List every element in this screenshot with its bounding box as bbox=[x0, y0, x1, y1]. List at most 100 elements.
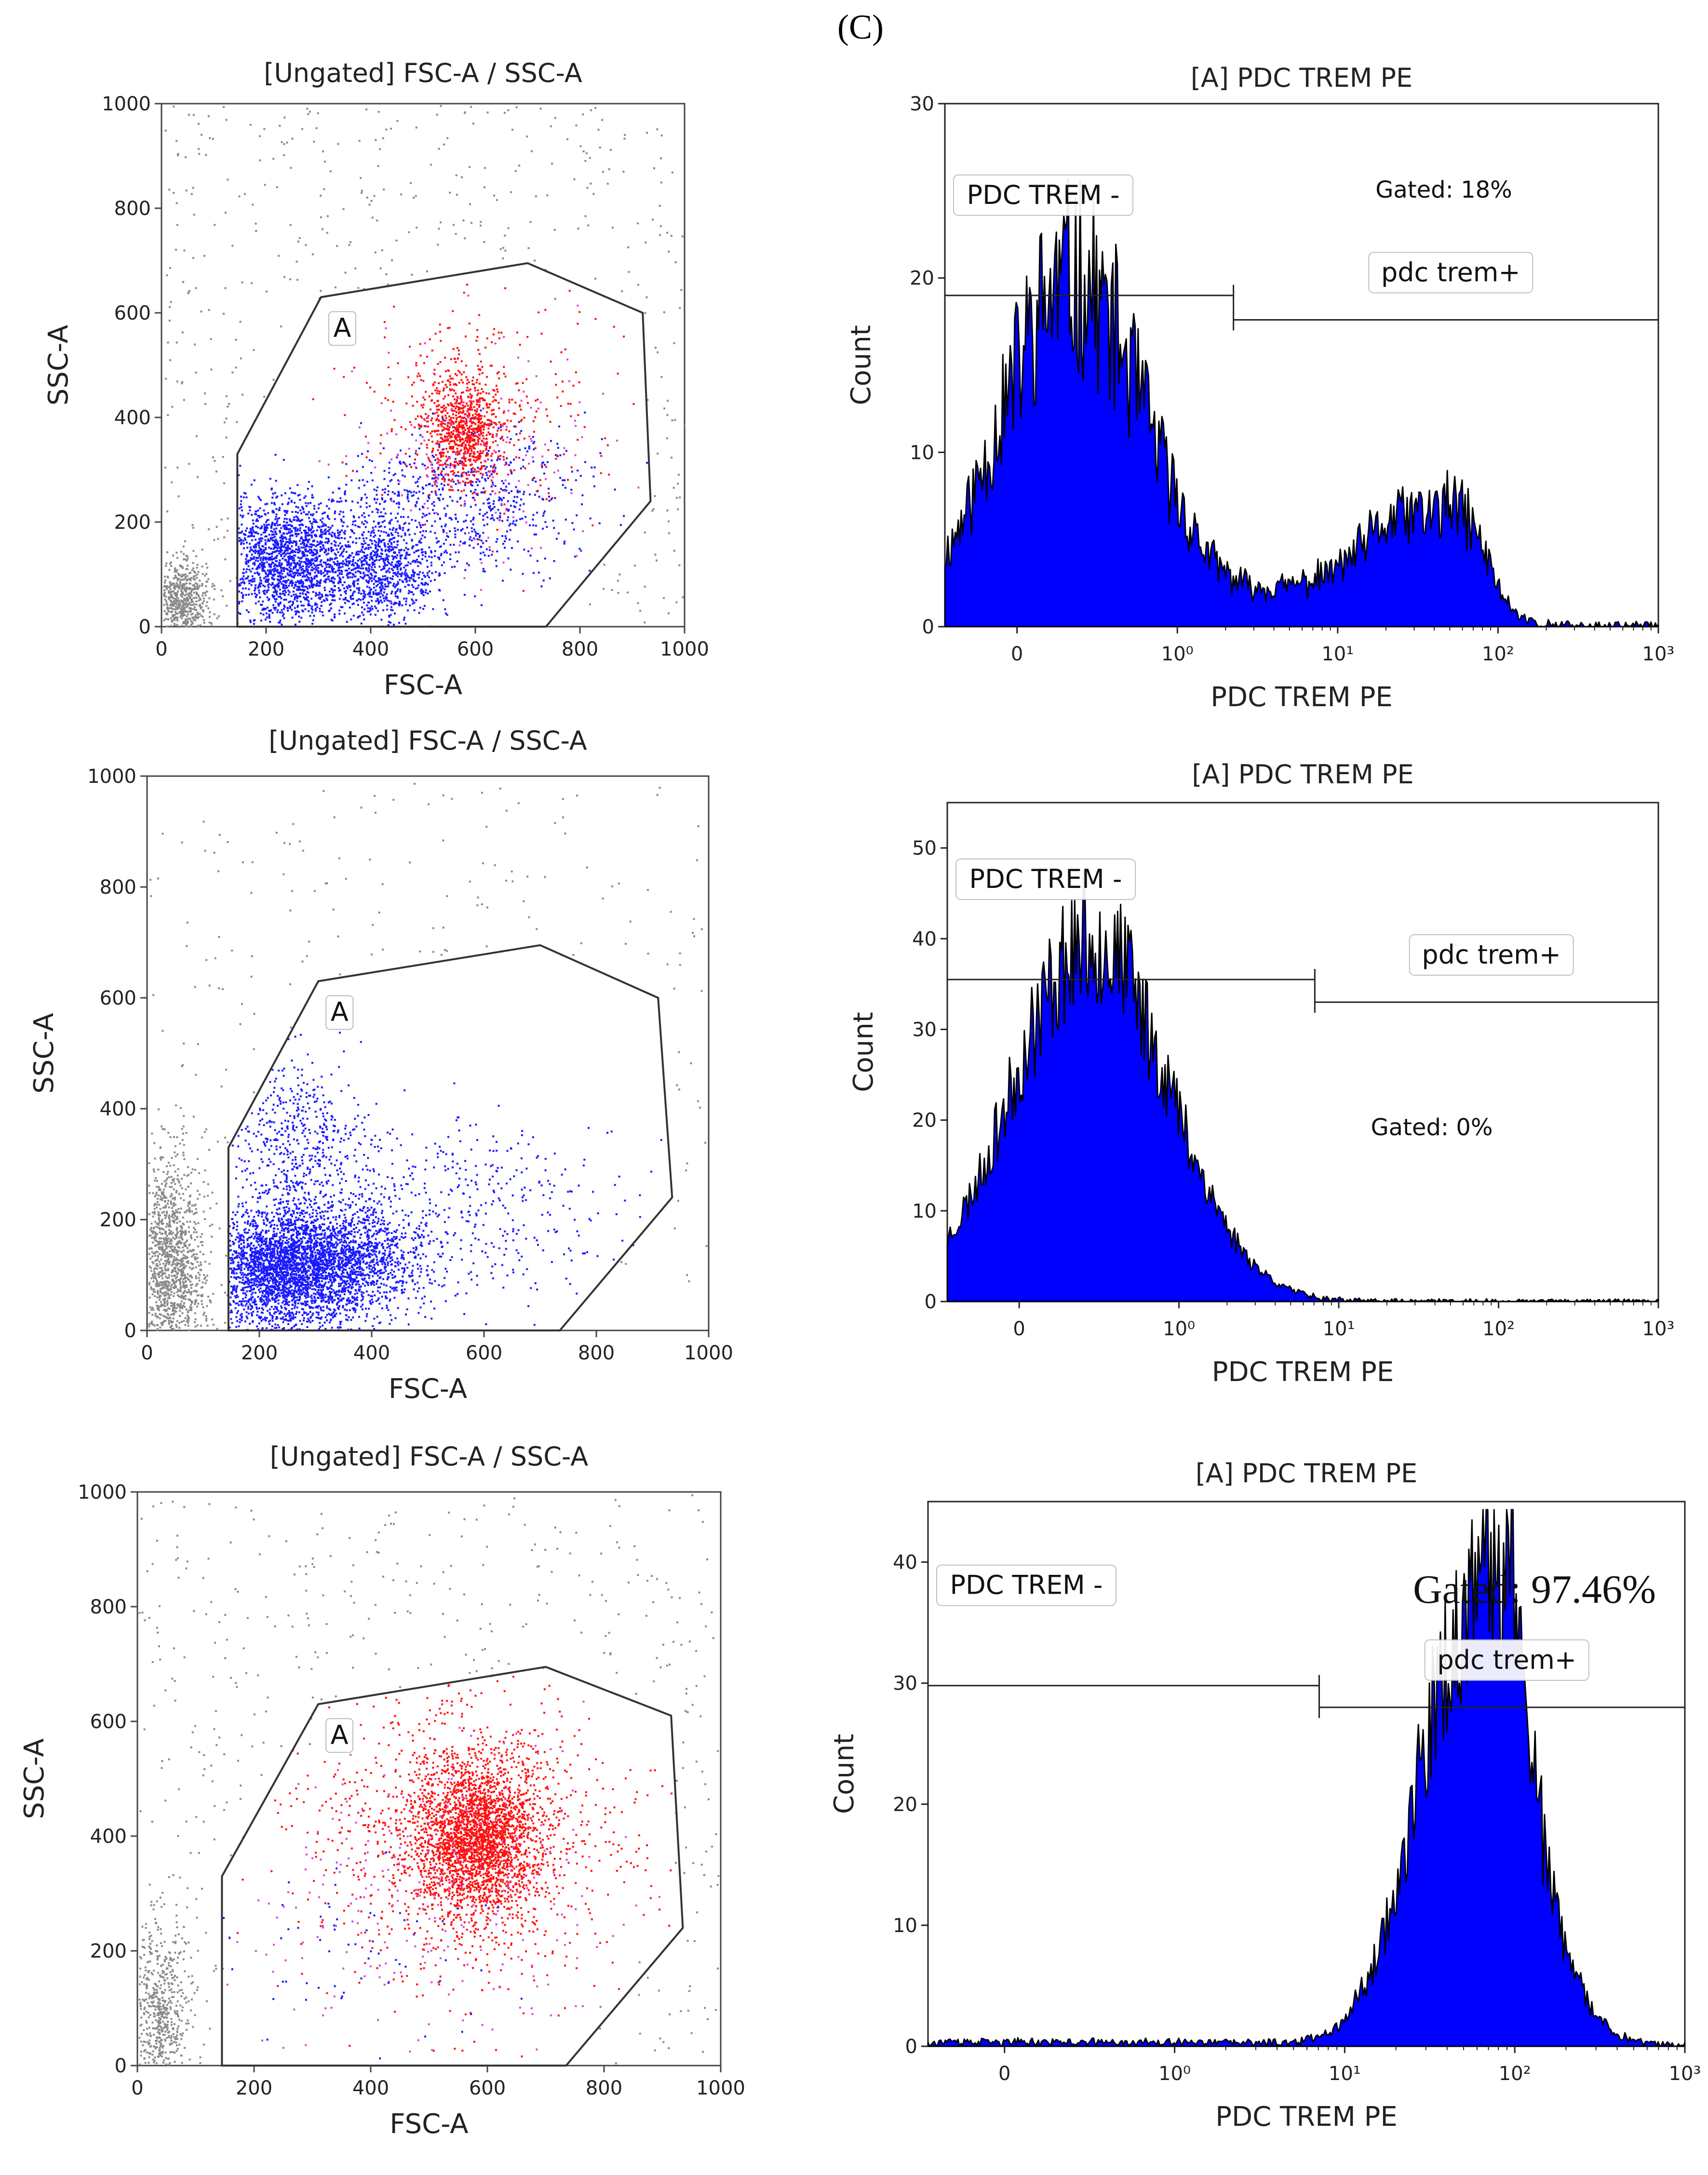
event-dot bbox=[363, 537, 364, 539]
event-dot bbox=[614, 488, 616, 491]
event-dot bbox=[454, 458, 457, 460]
event-dot bbox=[447, 451, 449, 453]
event-dot bbox=[357, 287, 360, 289]
event-dot bbox=[564, 479, 566, 482]
event-dot bbox=[259, 527, 261, 530]
event-dot bbox=[326, 215, 329, 217]
event-dot bbox=[184, 540, 186, 542]
event-dot bbox=[370, 200, 373, 202]
event-dot bbox=[506, 530, 508, 533]
event-dot bbox=[437, 424, 440, 426]
event-dot bbox=[292, 568, 295, 570]
event-dot bbox=[342, 525, 344, 527]
event-dot bbox=[187, 622, 189, 624]
event-dot bbox=[300, 512, 303, 514]
event-dot bbox=[403, 618, 405, 621]
event-dot bbox=[271, 555, 273, 558]
event-dot bbox=[189, 625, 192, 628]
event-dot bbox=[279, 125, 281, 127]
event-dot bbox=[331, 565, 334, 568]
event-dot bbox=[305, 568, 308, 570]
event-dot bbox=[477, 441, 480, 443]
event-dot bbox=[261, 566, 264, 569]
event-dot bbox=[660, 181, 662, 184]
event-dot bbox=[303, 511, 305, 513]
event-dot bbox=[473, 439, 476, 441]
event-dot bbox=[428, 576, 430, 578]
event-dot bbox=[205, 604, 208, 607]
event-dot bbox=[427, 495, 430, 497]
event-dot bbox=[303, 552, 305, 554]
event-dot bbox=[478, 433, 480, 436]
event-dot bbox=[383, 470, 386, 472]
event-dot bbox=[383, 600, 386, 602]
event-dot bbox=[417, 485, 419, 487]
event-dot bbox=[184, 606, 187, 609]
event-dot bbox=[242, 568, 245, 571]
event-dot bbox=[163, 589, 166, 591]
event-dot bbox=[291, 579, 293, 582]
event-dot bbox=[321, 541, 323, 543]
event-dot bbox=[446, 435, 448, 438]
event-dot bbox=[499, 516, 501, 519]
event-dot bbox=[508, 483, 510, 485]
event-dot bbox=[453, 405, 455, 408]
event-dot bbox=[281, 576, 283, 578]
event-dot bbox=[277, 603, 280, 605]
event-dot bbox=[274, 524, 276, 526]
event-dot bbox=[492, 470, 494, 472]
event-dot bbox=[273, 523, 276, 525]
event-dot bbox=[471, 417, 473, 419]
event-dot bbox=[371, 540, 373, 542]
event-dot bbox=[470, 417, 471, 420]
event-dot bbox=[443, 543, 445, 545]
event-dot bbox=[175, 605, 177, 608]
event-dot bbox=[245, 594, 247, 596]
event-dot bbox=[451, 436, 453, 438]
event-dot bbox=[468, 449, 470, 452]
event-dot bbox=[562, 484, 564, 486]
event-dot bbox=[320, 195, 322, 197]
event-dot bbox=[438, 572, 441, 575]
event-dot bbox=[440, 459, 442, 462]
event-dot bbox=[432, 423, 434, 425]
event-dot bbox=[360, 560, 363, 563]
event-dot bbox=[380, 511, 382, 513]
event-dot bbox=[414, 580, 417, 582]
event-dot bbox=[323, 599, 325, 602]
event-dot bbox=[163, 593, 165, 596]
event-dot bbox=[426, 270, 428, 272]
event-dot bbox=[519, 504, 522, 507]
event-dot bbox=[378, 538, 381, 541]
event-dot bbox=[501, 437, 503, 439]
event-dot bbox=[165, 612, 168, 614]
event-dot bbox=[498, 421, 500, 423]
event-dot bbox=[326, 594, 329, 597]
event-dot bbox=[469, 536, 471, 538]
event-dot bbox=[491, 364, 493, 367]
event-dot bbox=[387, 580, 389, 583]
event-dot bbox=[477, 478, 479, 481]
event-dot bbox=[444, 524, 447, 526]
event-dot bbox=[380, 592, 382, 595]
event-dot bbox=[289, 524, 291, 526]
event-dot bbox=[454, 402, 457, 404]
event-dot bbox=[403, 523, 405, 525]
event-dot bbox=[170, 301, 172, 303]
event-dot bbox=[267, 569, 269, 572]
event-dot bbox=[310, 569, 312, 571]
event-dot bbox=[458, 411, 460, 414]
event-dot bbox=[477, 418, 480, 421]
event-dot bbox=[186, 603, 188, 605]
event-dot bbox=[187, 558, 189, 560]
event-dot bbox=[281, 540, 283, 543]
event-dot bbox=[339, 566, 342, 568]
event-dot bbox=[264, 529, 266, 531]
event-dot bbox=[264, 566, 266, 568]
event-dot bbox=[285, 528, 288, 530]
event-dot bbox=[436, 485, 438, 487]
event-dot bbox=[174, 619, 176, 621]
event-dot bbox=[300, 537, 302, 539]
event-dot bbox=[254, 587, 256, 589]
